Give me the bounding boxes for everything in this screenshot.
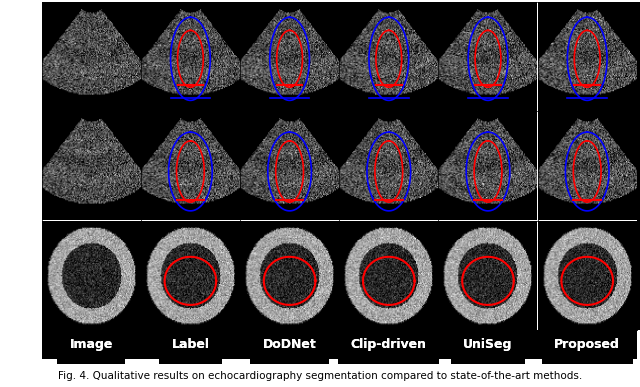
Text: DoDNet: DoDNet [263, 338, 316, 351]
Text: Clip-driven: Clip-driven [351, 338, 427, 351]
Text: Image: Image [70, 338, 113, 351]
Text: Label: Label [172, 338, 209, 351]
Text: Label: Label [172, 338, 209, 351]
Text: Clip-driven: Clip-driven [351, 338, 427, 351]
Text: Image: Image [70, 338, 113, 351]
Text: UniSeg: UniSeg [463, 338, 513, 351]
Text: Proposed: Proposed [554, 338, 620, 351]
Text: Proposed: Proposed [554, 338, 620, 351]
Text: UniSeg: UniSeg [463, 338, 513, 351]
Text: Fig. 4. Qualitative results on echocardiography segmentation compared to state-o: Fig. 4. Qualitative results on echocardi… [58, 371, 582, 381]
Text: DoDNet: DoDNet [263, 338, 316, 351]
